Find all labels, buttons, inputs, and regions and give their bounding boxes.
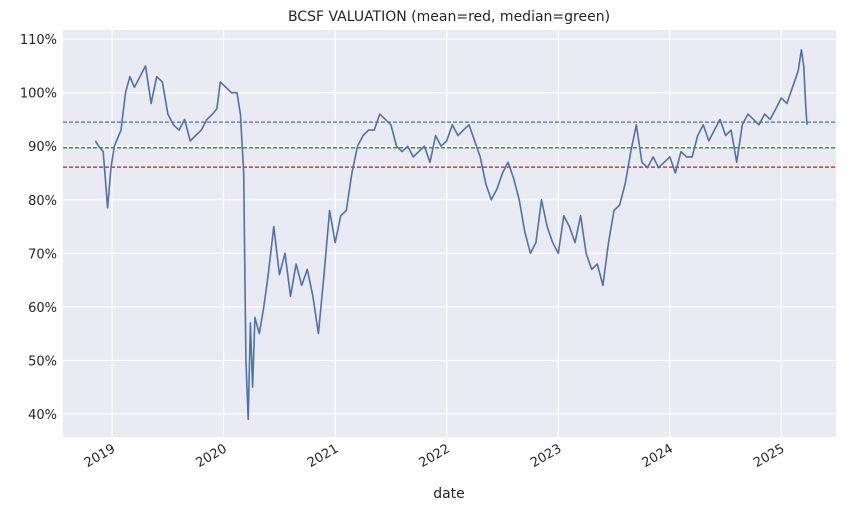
y-tick-label: 80% <box>28 194 57 209</box>
x-tick-label: 2022 <box>417 441 453 471</box>
y-tick-label: 60% <box>28 301 57 316</box>
y-tick-label: 90% <box>28 140 57 155</box>
x-tick-label: 2023 <box>528 441 564 471</box>
y-tick-label: 110% <box>20 33 57 48</box>
x-tick-label: 2021 <box>305 441 341 471</box>
y-tick-label: 70% <box>28 247 57 262</box>
y-tick-label: 50% <box>28 354 57 369</box>
x-tick-label: 2024 <box>640 441 676 471</box>
plot-area <box>63 30 836 437</box>
x-axis-label: date <box>433 486 465 502</box>
y-tick-label: 40% <box>28 408 57 423</box>
chart-title: BCSF VALUATION (mean=red, median=green) <box>288 9 610 25</box>
valuation-line <box>94 48 808 421</box>
y-tick-label: 100% <box>20 87 57 102</box>
x-tick-label: 2020 <box>193 441 229 471</box>
x-tick-label: 2019 <box>82 441 118 471</box>
x-tick-label: 2025 <box>751 441 787 471</box>
